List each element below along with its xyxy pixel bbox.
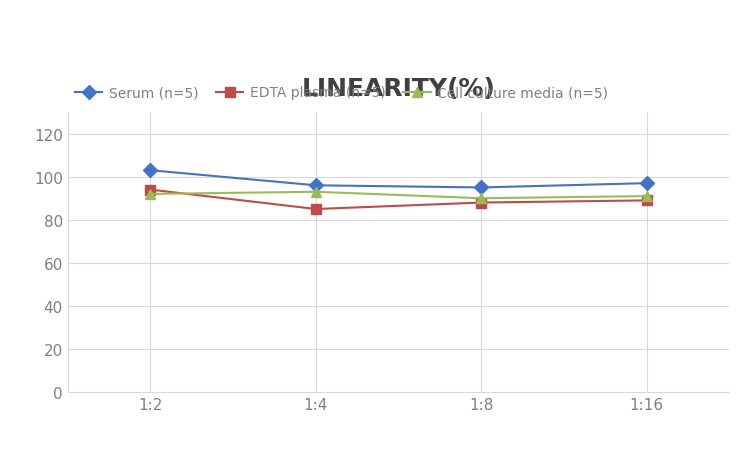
Serum (n=5) (146, 168, 155, 174)
EDTA plasma (n=5) (477, 200, 486, 206)
Cell culture media (n=5) (311, 189, 320, 195)
Serum (n=5) (642, 181, 651, 186)
EDTA plasma (n=5) (642, 198, 651, 204)
Serum (n=5) (311, 183, 320, 189)
Legend: Serum (n=5), EDTA plasma (n=5), Cell culture media (n=5): Serum (n=5), EDTA plasma (n=5), Cell cul… (74, 86, 608, 100)
Serum (n=5) (477, 185, 486, 191)
Line: Serum (n=5): Serum (n=5) (146, 166, 651, 193)
Title: LINEARITY(%): LINEARITY(%) (302, 77, 496, 101)
Cell culture media (n=5) (477, 196, 486, 202)
Line: Cell culture media (n=5): Cell culture media (n=5) (146, 188, 651, 204)
Cell culture media (n=5) (146, 192, 155, 197)
EDTA plasma (n=5) (311, 207, 320, 212)
Cell culture media (n=5) (642, 194, 651, 199)
EDTA plasma (n=5) (146, 188, 155, 193)
Line: EDTA plasma (n=5): EDTA plasma (n=5) (146, 185, 651, 214)
